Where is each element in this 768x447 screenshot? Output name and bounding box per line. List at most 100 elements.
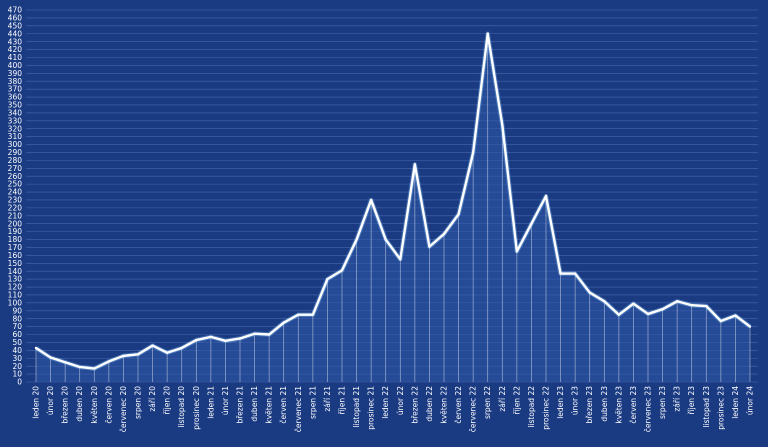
x-tick-label: červenec 22 bbox=[469, 386, 478, 433]
series-line bbox=[35, 32, 751, 370]
x-tick-label: listopad 20 bbox=[177, 386, 186, 428]
x-tick-label: duben 22 bbox=[425, 386, 434, 422]
x-tick-label: březen 23 bbox=[585, 386, 594, 424]
data-point bbox=[530, 222, 533, 225]
series-layer bbox=[34, 31, 752, 371]
x-tick-label: duben 21 bbox=[250, 386, 259, 422]
y-tick-label: 0 bbox=[17, 378, 22, 387]
data-point bbox=[340, 269, 344, 272]
data-point bbox=[413, 163, 417, 166]
data-point bbox=[267, 333, 271, 336]
x-tick-label: duben 23 bbox=[600, 386, 609, 422]
data-point bbox=[355, 238, 358, 241]
x-tick-label: leden 22 bbox=[381, 386, 390, 419]
data-point bbox=[501, 123, 504, 126]
y-tick-label: 10 bbox=[12, 370, 22, 379]
y-tick-label: 240 bbox=[8, 188, 23, 197]
y-tick-label: 440 bbox=[8, 29, 23, 38]
y-tick-label: 220 bbox=[8, 203, 23, 212]
data-point bbox=[690, 304, 693, 307]
area-layer bbox=[36, 33, 750, 382]
y-tick-label: 340 bbox=[8, 108, 23, 117]
y-tick-label: 400 bbox=[8, 61, 23, 70]
y-axis-ticks: 0102030405060708090100110120130140150160… bbox=[8, 6, 23, 387]
data-point bbox=[705, 304, 708, 308]
x-tick-label: prosinec 22 bbox=[542, 386, 551, 430]
x-tick-label: srpen 23 bbox=[658, 386, 667, 419]
data-point bbox=[224, 339, 227, 343]
data-point bbox=[107, 360, 111, 363]
data-point bbox=[588, 291, 591, 294]
y-tick-label: 310 bbox=[8, 132, 23, 141]
x-tick-label: říjen 23 bbox=[687, 386, 696, 415]
data-point bbox=[428, 245, 431, 248]
y-tick-label: 430 bbox=[8, 37, 23, 46]
data-point bbox=[122, 354, 125, 358]
y-tick-label: 130 bbox=[8, 275, 23, 284]
y-tick-label: 210 bbox=[8, 211, 23, 220]
x-tick-label: říjen 21 bbox=[338, 386, 347, 415]
x-tick-label: duben 20 bbox=[75, 386, 84, 422]
y-tick-label: 230 bbox=[8, 196, 23, 205]
data-point bbox=[515, 250, 519, 253]
data-point bbox=[136, 353, 140, 356]
y-tick-label: 300 bbox=[8, 140, 23, 149]
x-tick-label: prosinec 23 bbox=[716, 386, 725, 430]
x-tick-label: září 23 bbox=[673, 386, 682, 412]
data-point bbox=[632, 302, 635, 305]
data-point bbox=[573, 272, 577, 275]
data-point bbox=[748, 325, 752, 328]
data-point bbox=[675, 300, 679, 303]
y-tick-label: 470 bbox=[8, 6, 23, 15]
data-point bbox=[78, 365, 81, 369]
data-point bbox=[311, 313, 315, 316]
area-under-series bbox=[36, 33, 750, 382]
y-tick-label: 30 bbox=[12, 354, 22, 363]
data-point bbox=[457, 213, 460, 216]
data-point bbox=[238, 337, 242, 340]
y-tick-label: 270 bbox=[8, 164, 23, 173]
data-point bbox=[195, 338, 198, 342]
y-tick-label: 150 bbox=[8, 259, 23, 268]
x-tick-label: červen 20 bbox=[104, 386, 113, 424]
x-tick-label: květen 22 bbox=[440, 386, 449, 424]
y-tick-label: 350 bbox=[8, 101, 23, 110]
y-tick-label: 70 bbox=[12, 322, 22, 331]
data-point bbox=[486, 32, 489, 35]
data-point bbox=[471, 151, 475, 154]
y-tick-label: 390 bbox=[8, 69, 23, 78]
x-tick-label: červen 21 bbox=[279, 386, 288, 424]
data-point bbox=[603, 300, 606, 303]
y-tick-label: 50 bbox=[12, 338, 22, 347]
x-tick-label: leden 21 bbox=[206, 386, 215, 419]
y-tick-label: 40 bbox=[12, 346, 22, 355]
x-tick-label: únor 23 bbox=[571, 386, 580, 415]
y-tick-label: 360 bbox=[8, 93, 23, 102]
x-tick-label: květen 20 bbox=[90, 386, 99, 424]
x-tick-label: listopad 22 bbox=[527, 386, 536, 428]
y-tick-label: 120 bbox=[8, 283, 23, 292]
x-tick-label: leden 23 bbox=[556, 386, 565, 419]
x-tick-label: červenec 21 bbox=[294, 386, 303, 433]
x-tick-label: listopad 21 bbox=[352, 386, 361, 428]
x-tick-label: září 22 bbox=[498, 386, 507, 412]
y-tick-label: 180 bbox=[8, 235, 23, 244]
y-tick-label: 260 bbox=[8, 172, 23, 181]
y-tick-label: 320 bbox=[8, 124, 23, 133]
data-point bbox=[734, 314, 737, 317]
x-tick-label: prosinec 20 bbox=[192, 386, 201, 430]
x-tick-label: září 21 bbox=[323, 386, 332, 412]
y-tick-label: 200 bbox=[8, 219, 23, 228]
y-tick-label: 80 bbox=[12, 314, 22, 323]
x-tick-label: říjen 22 bbox=[512, 386, 521, 415]
y-tick-label: 370 bbox=[8, 85, 23, 94]
x-tick-label: březen 21 bbox=[236, 386, 245, 424]
data-point bbox=[93, 367, 96, 370]
x-tick-label: květen 23 bbox=[614, 386, 623, 424]
x-tick-label: červen 22 bbox=[454, 386, 463, 424]
y-tick-label: 290 bbox=[8, 148, 23, 157]
y-tick-label: 90 bbox=[12, 306, 22, 315]
x-tick-label: leden 24 bbox=[731, 386, 740, 419]
